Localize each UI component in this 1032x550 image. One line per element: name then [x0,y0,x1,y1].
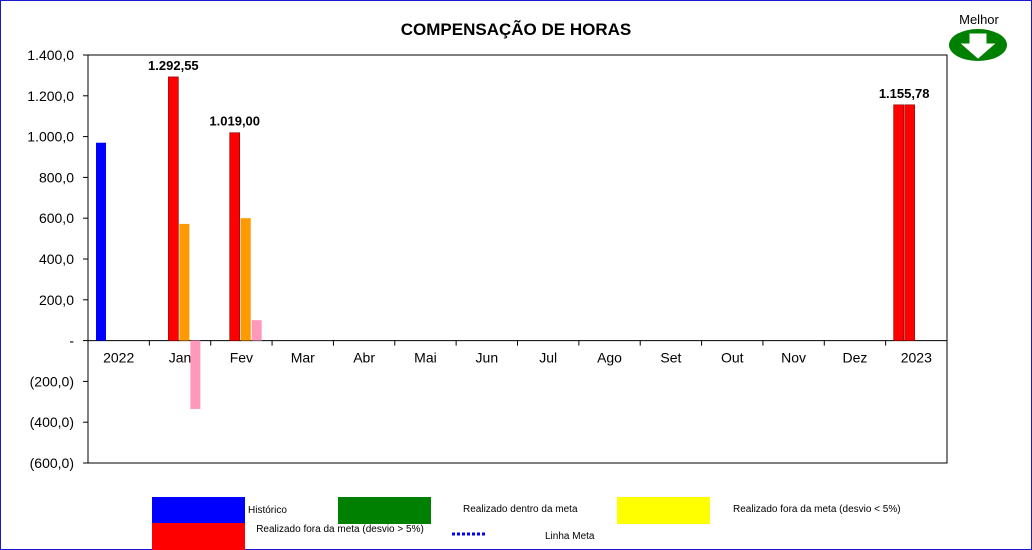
x-category-label: Jan [169,350,192,366]
x-category-label: Mar [291,350,315,366]
legend-label-fora-meta-maior: Realizado fora da meta (desvio > 5%) [256,524,424,535]
bar-realizado-fora-meta [229,132,241,341]
y-tick-label: - [69,333,74,349]
x-category-label: Fev [230,350,253,366]
better-direction-label: Melhor [959,12,999,27]
y-tick-label: (400,0) [30,414,74,430]
bar-orange [179,223,190,341]
down-arrow-icon [949,29,1007,61]
legend-label-linha-meta: Linha Meta [545,531,595,542]
x-category-label: 2023 [901,350,932,366]
bar-historico [96,142,106,341]
y-tick-label: 1.000,0 [27,129,74,145]
y-tick-label: 1.400,0 [27,47,74,63]
y-tick-label: (200,0) [30,373,74,389]
x-category-label: Set [660,350,681,366]
x-category-label: Mai [414,350,437,366]
legend-swatch-fora-meta-maior [152,523,245,550]
x-category-label: Dez [843,350,868,366]
legend-swatch-linha-meta [452,532,486,536]
y-tick-label: 400,0 [39,251,74,267]
bar-pink [251,320,262,341]
bar-realizado-fora-meta [168,76,179,341]
legend-label-historico: Histórico [248,505,287,516]
chart-title: COMPENSAÇÃO DE HORAS [400,20,632,39]
legend-swatch-historico [152,497,245,524]
x-category-label: Jun [476,350,499,366]
data-label: 1.155,78 [879,86,930,101]
y-tick-label: 800,0 [39,169,74,185]
bar-realizado-fora-meta [904,104,915,341]
data-label: 1.292,55 [148,58,199,73]
legend-label-fora-meta-menor: Realizado fora da meta (desvio < 5%) [733,504,901,515]
y-tick-label: 1.200,0 [27,88,74,104]
y-tick-label: 200,0 [39,292,74,308]
x-category-label: Abr [353,350,375,366]
x-category-label: Jul [539,350,557,366]
x-category-label: Nov [781,350,806,366]
legend-label-dentro-meta: Realizado dentro da meta [463,504,578,515]
y-tick-label: 600,0 [39,210,74,226]
legend-swatch-dentro-meta [338,497,431,524]
data-label: 1.019,00 [209,114,260,129]
x-category-label: Ago [597,350,622,366]
legend-swatch-fora-meta-menor [617,497,710,524]
bar-pink [190,340,201,409]
bar-realizado-fora-meta [893,104,904,341]
y-tick-label: (600,0) [30,455,74,471]
x-category-label: Out [721,350,744,366]
x-category-label: 2022 [103,350,134,366]
bar-orange [240,218,251,341]
